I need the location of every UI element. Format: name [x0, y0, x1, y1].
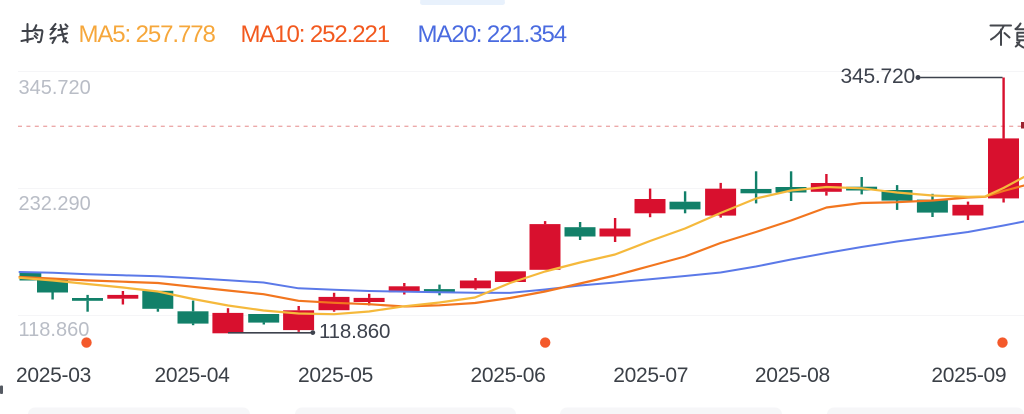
svg-text:MA10: 252.221: MA10: 252.221 [241, 21, 390, 48]
svg-text:232.290: 232.290 [19, 193, 91, 215]
svg-text:118.860: 118.860 [19, 319, 90, 341]
svg-text:2025-07: 2025-07 [613, 364, 688, 387]
svg-text:345.720: 345.720 [19, 77, 91, 99]
svg-text:118.860: 118.860 [319, 320, 390, 343]
svg-text:2025-04: 2025-04 [155, 364, 231, 387]
svg-text:2025-06: 2025-06 [471, 364, 546, 387]
svg-text:2025-05: 2025-05 [298, 364, 373, 387]
svg-text:2025-03: 2025-03 [16, 364, 91, 387]
svg-text:2025-08: 2025-08 [755, 364, 830, 387]
svg-text:MA20: 221.354: MA20: 221.354 [418, 21, 567, 48]
svg-text:345.720: 345.720 [840, 65, 915, 88]
svg-text:2025-09: 2025-09 [931, 364, 1006, 387]
svg-text:MA5: 257.778: MA5: 257.778 [79, 21, 216, 48]
